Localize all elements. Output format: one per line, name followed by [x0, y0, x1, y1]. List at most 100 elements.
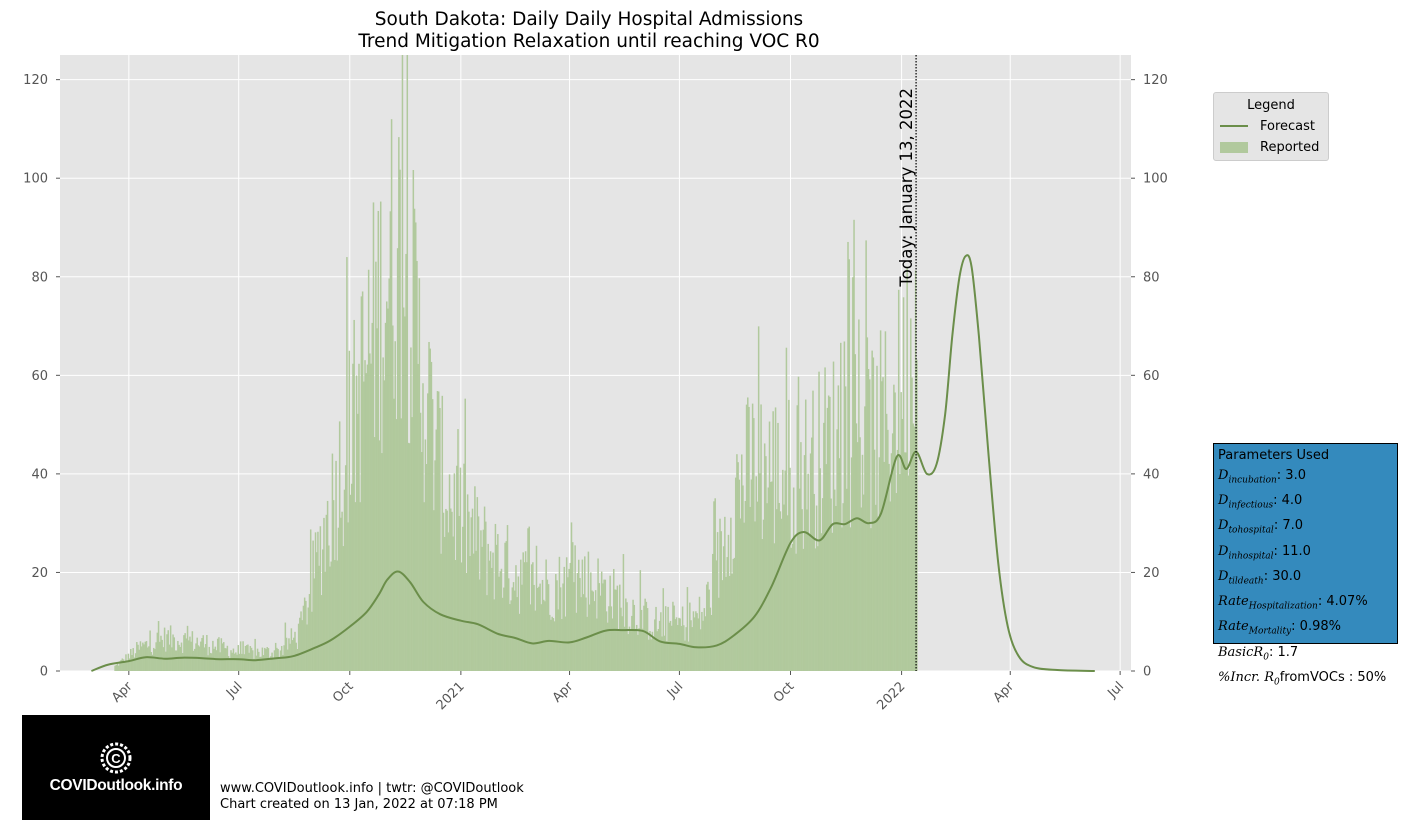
reported-bar [527, 528, 529, 671]
reported-bar [836, 429, 838, 671]
parameter-value: : 11.0 [1273, 543, 1311, 559]
reported-bar [413, 208, 416, 671]
reported-bar [330, 561, 332, 671]
reported-bar [894, 392, 896, 671]
reported-bar [855, 423, 858, 671]
reported-bar [439, 407, 441, 671]
reported-bar [830, 498, 832, 671]
reported-bar [241, 653, 243, 671]
x-tick-label: Jul [664, 679, 686, 701]
parameter-subscript: inhospital [1228, 551, 1274, 562]
reported-bar [769, 481, 772, 671]
reported-bar [336, 560, 339, 671]
reported-bar [121, 658, 124, 671]
reported-bar [779, 511, 782, 671]
reported-bar [590, 572, 592, 671]
reported-bar [320, 595, 323, 671]
reported-bar [574, 545, 576, 671]
reported-bar [627, 634, 630, 671]
reported-bar [854, 354, 857, 671]
reported-bar [480, 530, 482, 671]
reported-bar [184, 633, 186, 671]
reported-bar [173, 637, 176, 671]
reported-bar [540, 604, 543, 671]
reported-bar [780, 518, 783, 671]
reported-bar [470, 517, 473, 671]
reported-bar [317, 531, 319, 671]
reported-bar [861, 454, 864, 671]
reported-bar [259, 656, 261, 671]
parameters-box: Parameters Used Dincubation: 3.0 Dinfecti… [1213, 443, 1398, 688]
reported-bar [311, 611, 313, 671]
reported-bar [231, 652, 233, 671]
forecast-swatch [1220, 125, 1248, 127]
reported-bar [159, 641, 161, 671]
reported-bar [398, 137, 400, 671]
reported-bar [312, 540, 314, 671]
reported-bar [160, 635, 162, 671]
parameter-symbol: D [1218, 493, 1229, 508]
reported-bar [602, 583, 604, 671]
reported-bar [477, 516, 480, 671]
reported-bar [724, 516, 726, 671]
reported-bar [891, 433, 894, 671]
reported-bar [482, 529, 485, 671]
reported-bar [302, 605, 305, 671]
reported-bar [242, 641, 244, 671]
reported-bar [401, 55, 404, 671]
parameter-subscript: incubation [1228, 475, 1277, 486]
reported-bar [592, 591, 594, 671]
reported-bar [523, 562, 526, 671]
parameter-row: BasicR0: 1.7 [1218, 643, 1393, 668]
reported-bar [864, 406, 866, 671]
reported-bar [428, 341, 430, 671]
parameter-symbol: Rate [1218, 619, 1249, 635]
reported-bar [215, 650, 218, 671]
reported-bar [784, 470, 786, 671]
reported-bar [515, 565, 517, 671]
reported-bar [756, 501, 759, 671]
reported-bar [352, 363, 354, 671]
reported-bar [588, 604, 591, 671]
reported-bar [513, 590, 516, 671]
logo: C COVIDoutlook.info [22, 715, 210, 820]
reported-bar [712, 553, 714, 671]
reported-bar [183, 635, 185, 671]
reported-bar [212, 640, 214, 671]
reported-bar [807, 473, 809, 671]
reported-bar [666, 641, 668, 671]
reported-bar [359, 502, 361, 671]
reported-bar [371, 322, 374, 671]
reported-bar [759, 473, 761, 671]
reported-bar [662, 588, 665, 671]
reported-bar [713, 501, 715, 671]
reported-bar [835, 505, 837, 671]
reported-bar [262, 655, 265, 671]
reported-bar [411, 417, 413, 671]
reported-bar [332, 500, 335, 671]
reported-bar [838, 458, 841, 671]
reported-bar [750, 479, 753, 671]
reported-bar [823, 422, 825, 671]
reported-bar [249, 646, 252, 671]
x-tick-label: 2022 [874, 679, 908, 713]
reported-bar [529, 604, 532, 671]
reported-bar [233, 653, 236, 671]
reported-bar [223, 642, 225, 671]
reported-bar [328, 545, 330, 671]
reported-bar [908, 469, 911, 671]
reported-bar [885, 413, 888, 671]
reported-bar [469, 556, 471, 671]
reported-bar [366, 364, 369, 671]
reported-bar [625, 598, 627, 671]
reported-bar [323, 517, 325, 671]
reported-bar [384, 322, 387, 671]
reported-bar [547, 584, 550, 671]
reported-bar [379, 201, 382, 672]
reported-bar [796, 405, 799, 671]
reported-bar [117, 665, 120, 671]
parameter-subscript: tildeath [1228, 576, 1264, 587]
reported-bar [832, 361, 835, 671]
reported-bar [534, 610, 537, 671]
reported-bar [849, 527, 852, 671]
